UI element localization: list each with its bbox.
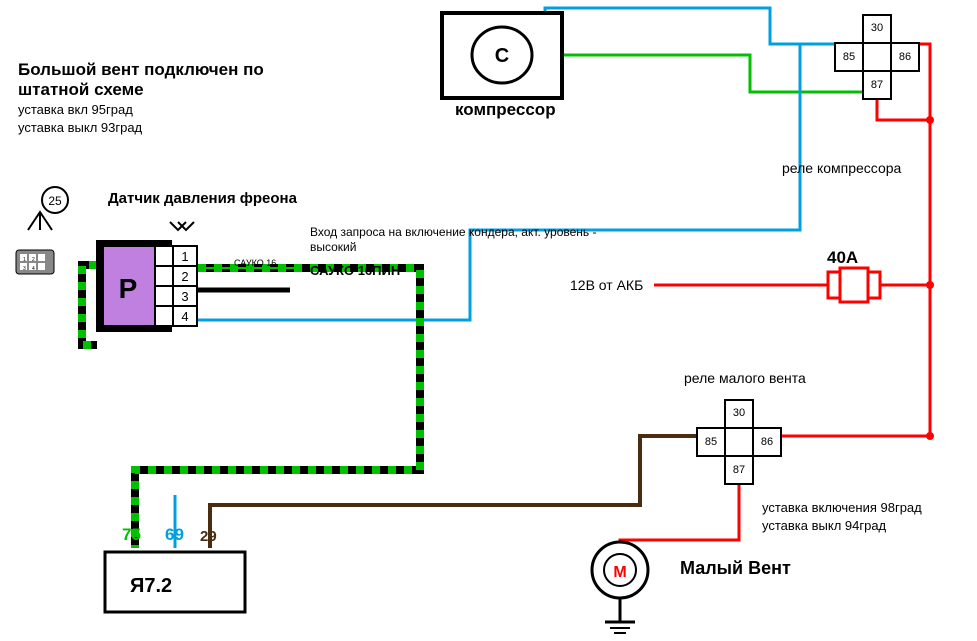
pin29-label: 29 [200, 528, 217, 545]
header-line1: Большой вент подключен по [18, 60, 264, 80]
wire-brown-ecu-relay2 [210, 436, 697, 548]
svg-text:87: 87 [733, 464, 745, 476]
relay-small-fan: 30 85 86 87 [697, 400, 781, 484]
setpoint-off-big: уставка выкл 93град [18, 120, 142, 135]
wire-blue-relay-comp [545, 8, 835, 44]
svg-text:2: 2 [32, 257, 35, 263]
header-line2: штатной схеме [18, 80, 144, 100]
svg-text:4: 4 [181, 309, 188, 324]
setpoint-on-big: уставка вкл 95град [18, 102, 133, 117]
ecu-box [105, 552, 245, 612]
svg-text:M: M [613, 564, 626, 581]
svg-text:85: 85 [705, 436, 717, 448]
pin69-label: 69 [165, 525, 184, 545]
sauko16pin-label: САУКО 16ПИН [310, 263, 400, 278]
setpoint-on-small: уставка включения 98град [762, 500, 922, 515]
svg-text:C: C [495, 45, 509, 67]
marker-25: 25 [28, 187, 68, 230]
motor-small-fan: M [592, 542, 648, 598]
svg-text:4: 4 [32, 266, 35, 272]
svg-text:86: 86 [761, 436, 773, 448]
svg-text:85: 85 [843, 51, 855, 63]
svg-text:1: 1 [181, 249, 188, 264]
svg-text:30: 30 [733, 407, 745, 419]
compressor-block: C [442, 13, 562, 98]
setpoint-off-small: уставка выкл 94град [762, 518, 886, 533]
sauko16-label: САУКО 16 [234, 258, 276, 268]
svg-text:86: 86 [899, 51, 911, 63]
wire-red-relay1-87 [877, 100, 930, 120]
relay-small-fan-label: реле малого вента [684, 370, 806, 386]
fuse-40a [828, 268, 880, 302]
svg-text:25: 25 [48, 194, 62, 208]
input-request-1: Вход запроса на включение кондера, акт. … [310, 225, 597, 239]
from-battery-label: 12В от АКБ [570, 277, 643, 293]
freon-sensor-label: Датчик давления фреона [108, 190, 297, 207]
connector-icon: 12 34 [16, 250, 54, 274]
svg-text:1: 1 [23, 257, 26, 263]
svg-text:P: P [119, 273, 138, 304]
svg-text:30: 30 [871, 22, 883, 34]
compressor-label: компрессор [455, 100, 556, 120]
svg-text:87: 87 [871, 79, 883, 91]
relay-compressor-label: реле компрессора [782, 160, 901, 176]
svg-text:3: 3 [23, 266, 26, 272]
pin75-label: 75 [122, 525, 141, 545]
wire-red-fuse-right [780, 285, 930, 436]
svg-text:3: 3 [181, 289, 188, 304]
wire-red-relay2-motor [620, 484, 739, 545]
svg-text:2: 2 [181, 269, 188, 284]
input-request-2: высокий [310, 240, 356, 254]
ecu-label: Я7.2 [130, 575, 172, 598]
wire-red-relay1-86 [918, 44, 930, 285]
relay-compressor: 30 85 86 87 [835, 15, 919, 99]
fuse-40a-label: 40A [827, 248, 858, 268]
small-fan-label: Малый Вент [680, 558, 791, 579]
freon-sensor: P 1 2 3 4 [96, 222, 197, 332]
